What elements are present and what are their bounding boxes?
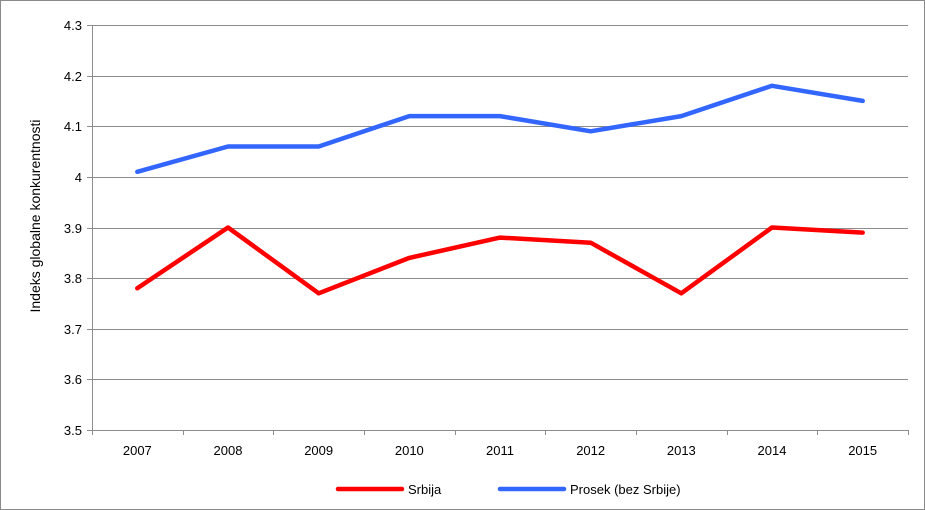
x-tick-label-2013: 2013 [667,443,696,458]
y-tick-label: 3.5 [64,423,82,438]
x-tick-label-2011: 2011 [486,443,514,458]
legend-label-0: Srbija [408,482,442,497]
x-tick-label-2009: 2009 [304,443,333,458]
x-tick-label-2012: 2012 [576,443,605,458]
x-tick-label-2010: 2010 [395,443,424,458]
y-tick-label: 4 [75,170,82,185]
y-tick-label: 4.3 [64,18,82,33]
y-tick-label: 4.2 [64,69,82,84]
y-tick-label: 3.6 [64,372,82,387]
y-axis-label: Indeks globalne konkurentnosti [27,119,43,312]
series-lines [135,83,865,296]
legend: Srbija Prosek (bez Srbije) [335,482,681,497]
x-tick-label-2007: 2007 [123,443,152,458]
legend-label-1: Prosek (bez Srbije) [570,482,681,497]
y-tick-label: 3.9 [64,221,82,236]
axes [87,25,909,435]
series-line-0 [135,225,865,296]
x-tick-label-2015: 2015 [848,443,877,458]
grid-lines [92,25,908,380]
x-tick-labels: 2007 2008 2009 2010 2011 2012 2013 2014 2015 [123,443,877,458]
y-tick-labels: 3.5 3.6 3.7 3.8 3.9 4 4.1 4.2 4.3 [64,18,82,438]
x-tick-label-2008: 2008 [214,443,243,458]
x-tick-label-2014: 2014 [758,443,787,458]
series-line-1 [135,83,865,175]
y-tick-label: 3.7 [64,322,82,337]
y-tick-label: 3.8 [64,271,82,286]
y-tick-label: 4.1 [64,119,82,134]
